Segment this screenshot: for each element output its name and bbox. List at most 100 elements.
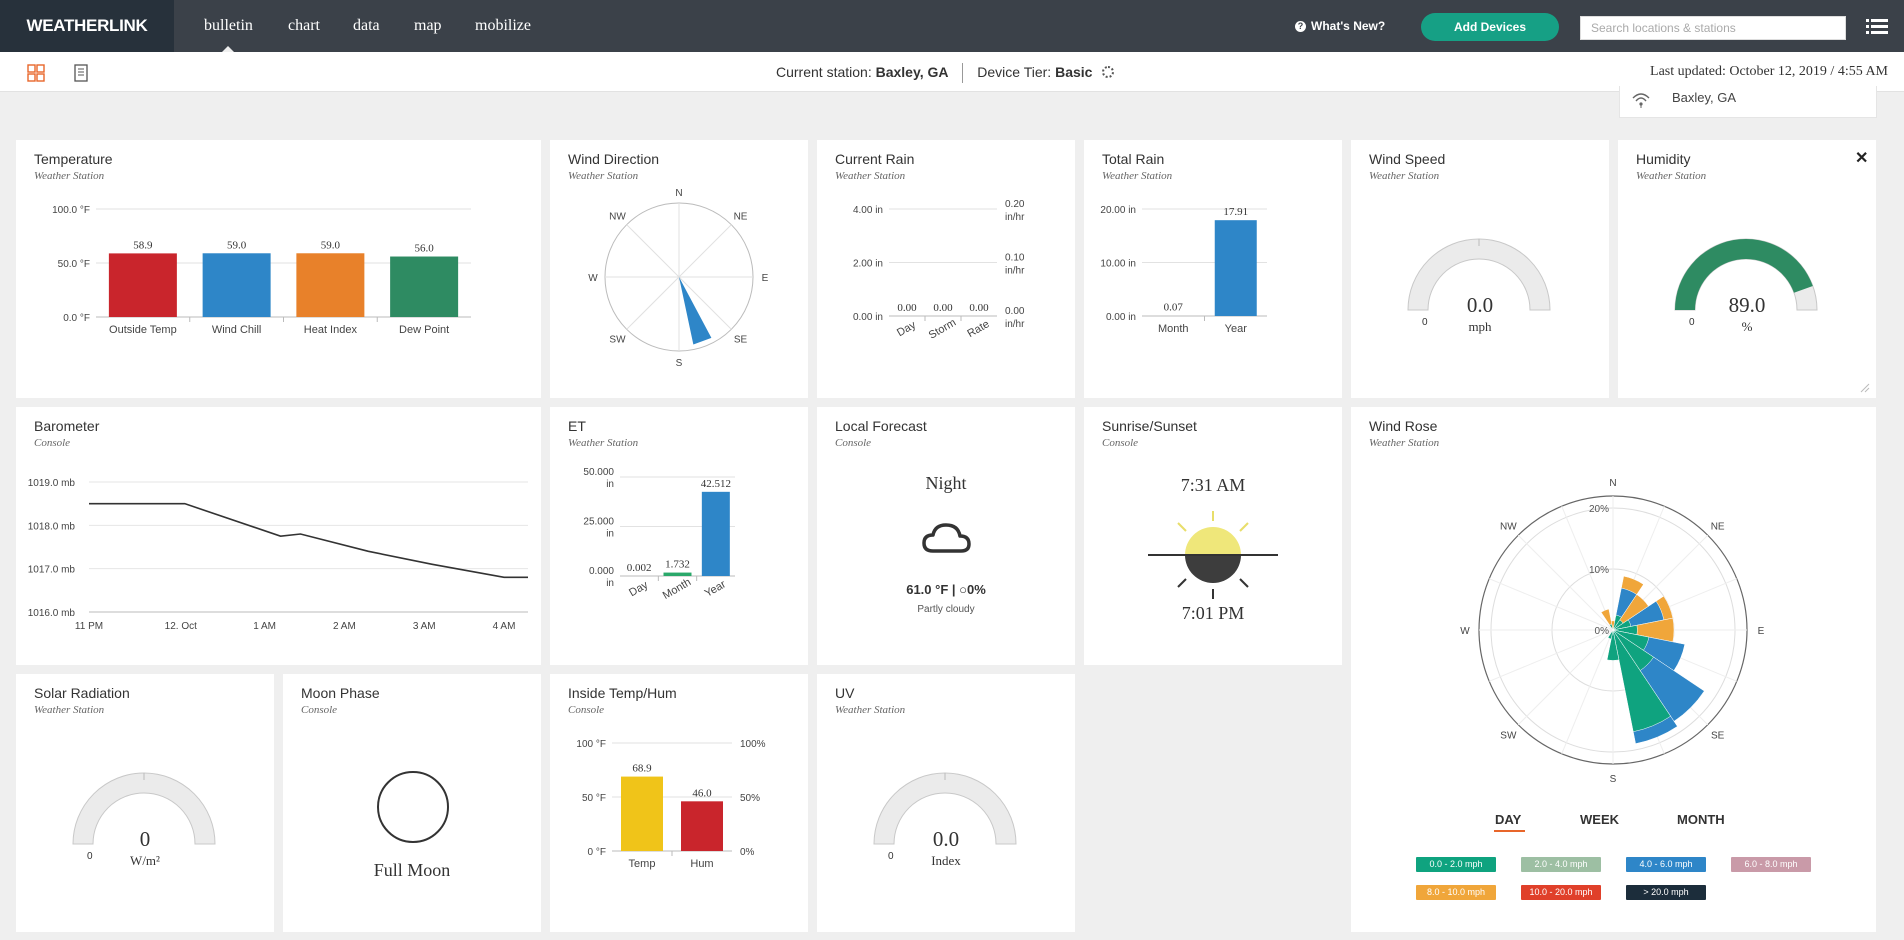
tab-month[interactable]: MONTH bbox=[1677, 812, 1725, 827]
compass-label: NW bbox=[609, 211, 626, 222]
card-source: Console bbox=[835, 437, 872, 449]
rose-ring-label: 10% bbox=[1589, 565, 1609, 576]
current-rain-chart: 4.00 in 2.00 in 0.00 in 0.20 in/hr 0.10 in/hr 0… bbox=[853, 199, 1025, 342]
solar-radiation-card: Solar Radiation Weather Station 0 W/m² 0 bbox=[16, 674, 274, 932]
y-tick-label: 100 °F bbox=[576, 739, 606, 750]
solar-gauge bbox=[72, 772, 216, 845]
card-source: Weather Station bbox=[1369, 437, 1440, 449]
tab-day[interactable]: DAY bbox=[1495, 812, 1522, 827]
rose-direction-label: SW bbox=[1500, 731, 1517, 742]
compass-label: SW bbox=[609, 335, 626, 346]
compass-label: SE bbox=[734, 335, 748, 346]
bar bbox=[681, 801, 723, 851]
tab-chart[interactable]: chart bbox=[288, 17, 320, 34]
data-label: 0.00 bbox=[897, 302, 917, 314]
top-nav: WEATHERLINK bulletin chart data map mobi… bbox=[0, 0, 1904, 52]
search-input[interactable]: Search locations & stations bbox=[1580, 16, 1846, 40]
y-tick-label: 0.000 bbox=[589, 566, 614, 577]
data-label: 68.9 bbox=[632, 763, 652, 775]
card-title: Barometer bbox=[34, 418, 100, 434]
y-tick-label: 10.00 in bbox=[1100, 259, 1136, 270]
y-tick-label: 0.00 in bbox=[1106, 312, 1136, 323]
rose-sector bbox=[1606, 629, 1620, 661]
grid-view-icon[interactable] bbox=[27, 64, 45, 82]
y2-tick-label: in/hr bbox=[1005, 266, 1025, 277]
wifi-station-icon bbox=[1632, 93, 1650, 108]
legend-item: 2.0 - 4.0 mph bbox=[1521, 857, 1601, 872]
data-label: 17.91 bbox=[1223, 206, 1248, 218]
compass-label: N bbox=[675, 188, 682, 199]
rose-spoke bbox=[1561, 629, 1614, 754]
card-title: Wind Speed bbox=[1369, 151, 1446, 167]
x-tick-label: Storm bbox=[927, 317, 958, 342]
wind-rose-chart: N NE E SE S SW W NW 20% 10% 0% bbox=[1460, 478, 1764, 785]
rose-sector bbox=[1612, 629, 1671, 733]
y-tick-label: in bbox=[606, 479, 614, 490]
hamburger-menu-icon[interactable] bbox=[1866, 18, 1888, 34]
weatherlink-logo[interactable]: WEATHERLINK bbox=[0, 0, 174, 52]
bar bbox=[1214, 220, 1257, 316]
data-label: 1.732 bbox=[665, 559, 690, 571]
x-tick-label: Month bbox=[1158, 323, 1189, 335]
rose-ring-label: 0% bbox=[1595, 626, 1610, 637]
y-tick-label: 2.00 in bbox=[853, 259, 883, 270]
rose-spoke bbox=[1561, 506, 1614, 631]
y2-tick-label: 50% bbox=[740, 793, 760, 804]
tab-week[interactable]: WEEK bbox=[1580, 812, 1619, 827]
resize-handle-icon[interactable] bbox=[1860, 383, 1870, 393]
settings-gear-icon[interactable] bbox=[1102, 66, 1115, 78]
card-title: Temperature bbox=[34, 151, 113, 167]
gauge-min-label: 0 bbox=[888, 851, 894, 862]
card-source: Weather Station bbox=[835, 170, 906, 182]
add-devices-button[interactable]: Add Devices bbox=[1421, 13, 1559, 41]
legend-item: 8.0 - 10.0 mph bbox=[1416, 885, 1496, 900]
x-tick-label: Day bbox=[627, 579, 650, 599]
tab-bulletin[interactable]: bulletin bbox=[204, 0, 253, 52]
data-label: 58.9 bbox=[133, 239, 153, 251]
card-title: ET bbox=[568, 418, 586, 434]
moon-phase-label: Full Moon bbox=[373, 860, 451, 880]
bar bbox=[390, 256, 459, 317]
bar bbox=[202, 253, 271, 317]
sunrise-time: 7:31 AM bbox=[1180, 475, 1246, 495]
y-tick-label: 1017.0 mb bbox=[28, 565, 76, 576]
uv-value: 0.0 bbox=[932, 827, 960, 851]
wind-direction-card: Wind Direction Weather Station N NE E SE S SW… bbox=[550, 140, 808, 398]
card-title: Solar Radiation bbox=[34, 685, 130, 701]
card-source: Console bbox=[568, 704, 605, 716]
y-tick-label: 1019.0 mb bbox=[28, 478, 76, 489]
et-chart: 50.000in25.000in0.000in0.002Day1.732Mont… bbox=[583, 467, 735, 602]
sunset-time: 7:01 PM bbox=[1181, 603, 1245, 623]
rose-spoke bbox=[1489, 629, 1614, 682]
current-rain-card: Current Rain Weather Station 4.00 in 2.00… bbox=[817, 140, 1075, 398]
card-title: Inside Temp/Hum bbox=[568, 685, 677, 701]
rose-sector bbox=[1610, 620, 1616, 631]
tab-mobilize[interactable]: mobilize bbox=[475, 17, 531, 34]
rose-direction-label: NE bbox=[1711, 521, 1725, 532]
solar-unit: W/m² bbox=[130, 853, 160, 868]
tab-map[interactable]: map bbox=[414, 17, 442, 34]
location-name: Baxley, GA bbox=[1672, 90, 1737, 105]
y-tick-label: 50.000 bbox=[583, 467, 614, 478]
last-updated: Last updated: October 12, 2019 / 4:55 AM bbox=[1650, 64, 1888, 79]
rose-direction-label: W bbox=[1460, 626, 1470, 637]
tab-data[interactable]: data bbox=[353, 17, 380, 34]
legend-item: 0.0 - 2.0 mph bbox=[1416, 857, 1496, 872]
x-tick-label: Heat Index bbox=[304, 324, 358, 336]
bar bbox=[663, 572, 692, 576]
list-view-icon[interactable] bbox=[74, 64, 88, 82]
solar-value: 0 bbox=[139, 827, 151, 851]
compass-label: S bbox=[676, 358, 683, 369]
forecast-period: Night bbox=[925, 473, 967, 493]
location-dropdown-item[interactable]: Baxley, GA bbox=[1619, 86, 1877, 118]
whats-new-link[interactable]: ? What's New? bbox=[1295, 0, 1385, 52]
rose-ring-label: 20% bbox=[1589, 504, 1609, 515]
current-station-value[interactable]: Baxley, GA bbox=[875, 64, 949, 80]
whats-new-label: What's New? bbox=[1311, 19, 1386, 33]
card-title: Humidity bbox=[1636, 151, 1691, 167]
full-moon-icon bbox=[377, 771, 449, 843]
legend-item: 4.0 - 6.0 mph bbox=[1626, 857, 1706, 872]
card-source: Console bbox=[301, 704, 338, 716]
close-icon[interactable]: ✕ bbox=[1855, 150, 1869, 167]
wind-speed-card: Wind Speed Weather Station 0.0 mph 0 bbox=[1351, 140, 1609, 398]
